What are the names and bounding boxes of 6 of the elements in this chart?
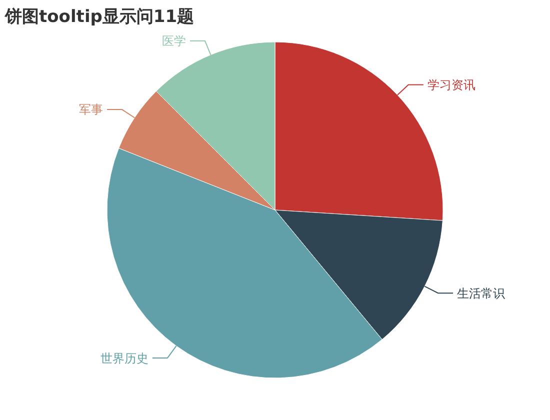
slice-label: 生活常识	[457, 286, 506, 300]
slice-label: 医学	[162, 34, 186, 48]
slice-label: 军事	[79, 102, 104, 117]
slice-label: 学习资讯	[427, 78, 476, 92]
slice-label: 世界历史	[100, 351, 148, 366]
chart-title: 饼图tooltip显示问11题	[4, 7, 194, 27]
